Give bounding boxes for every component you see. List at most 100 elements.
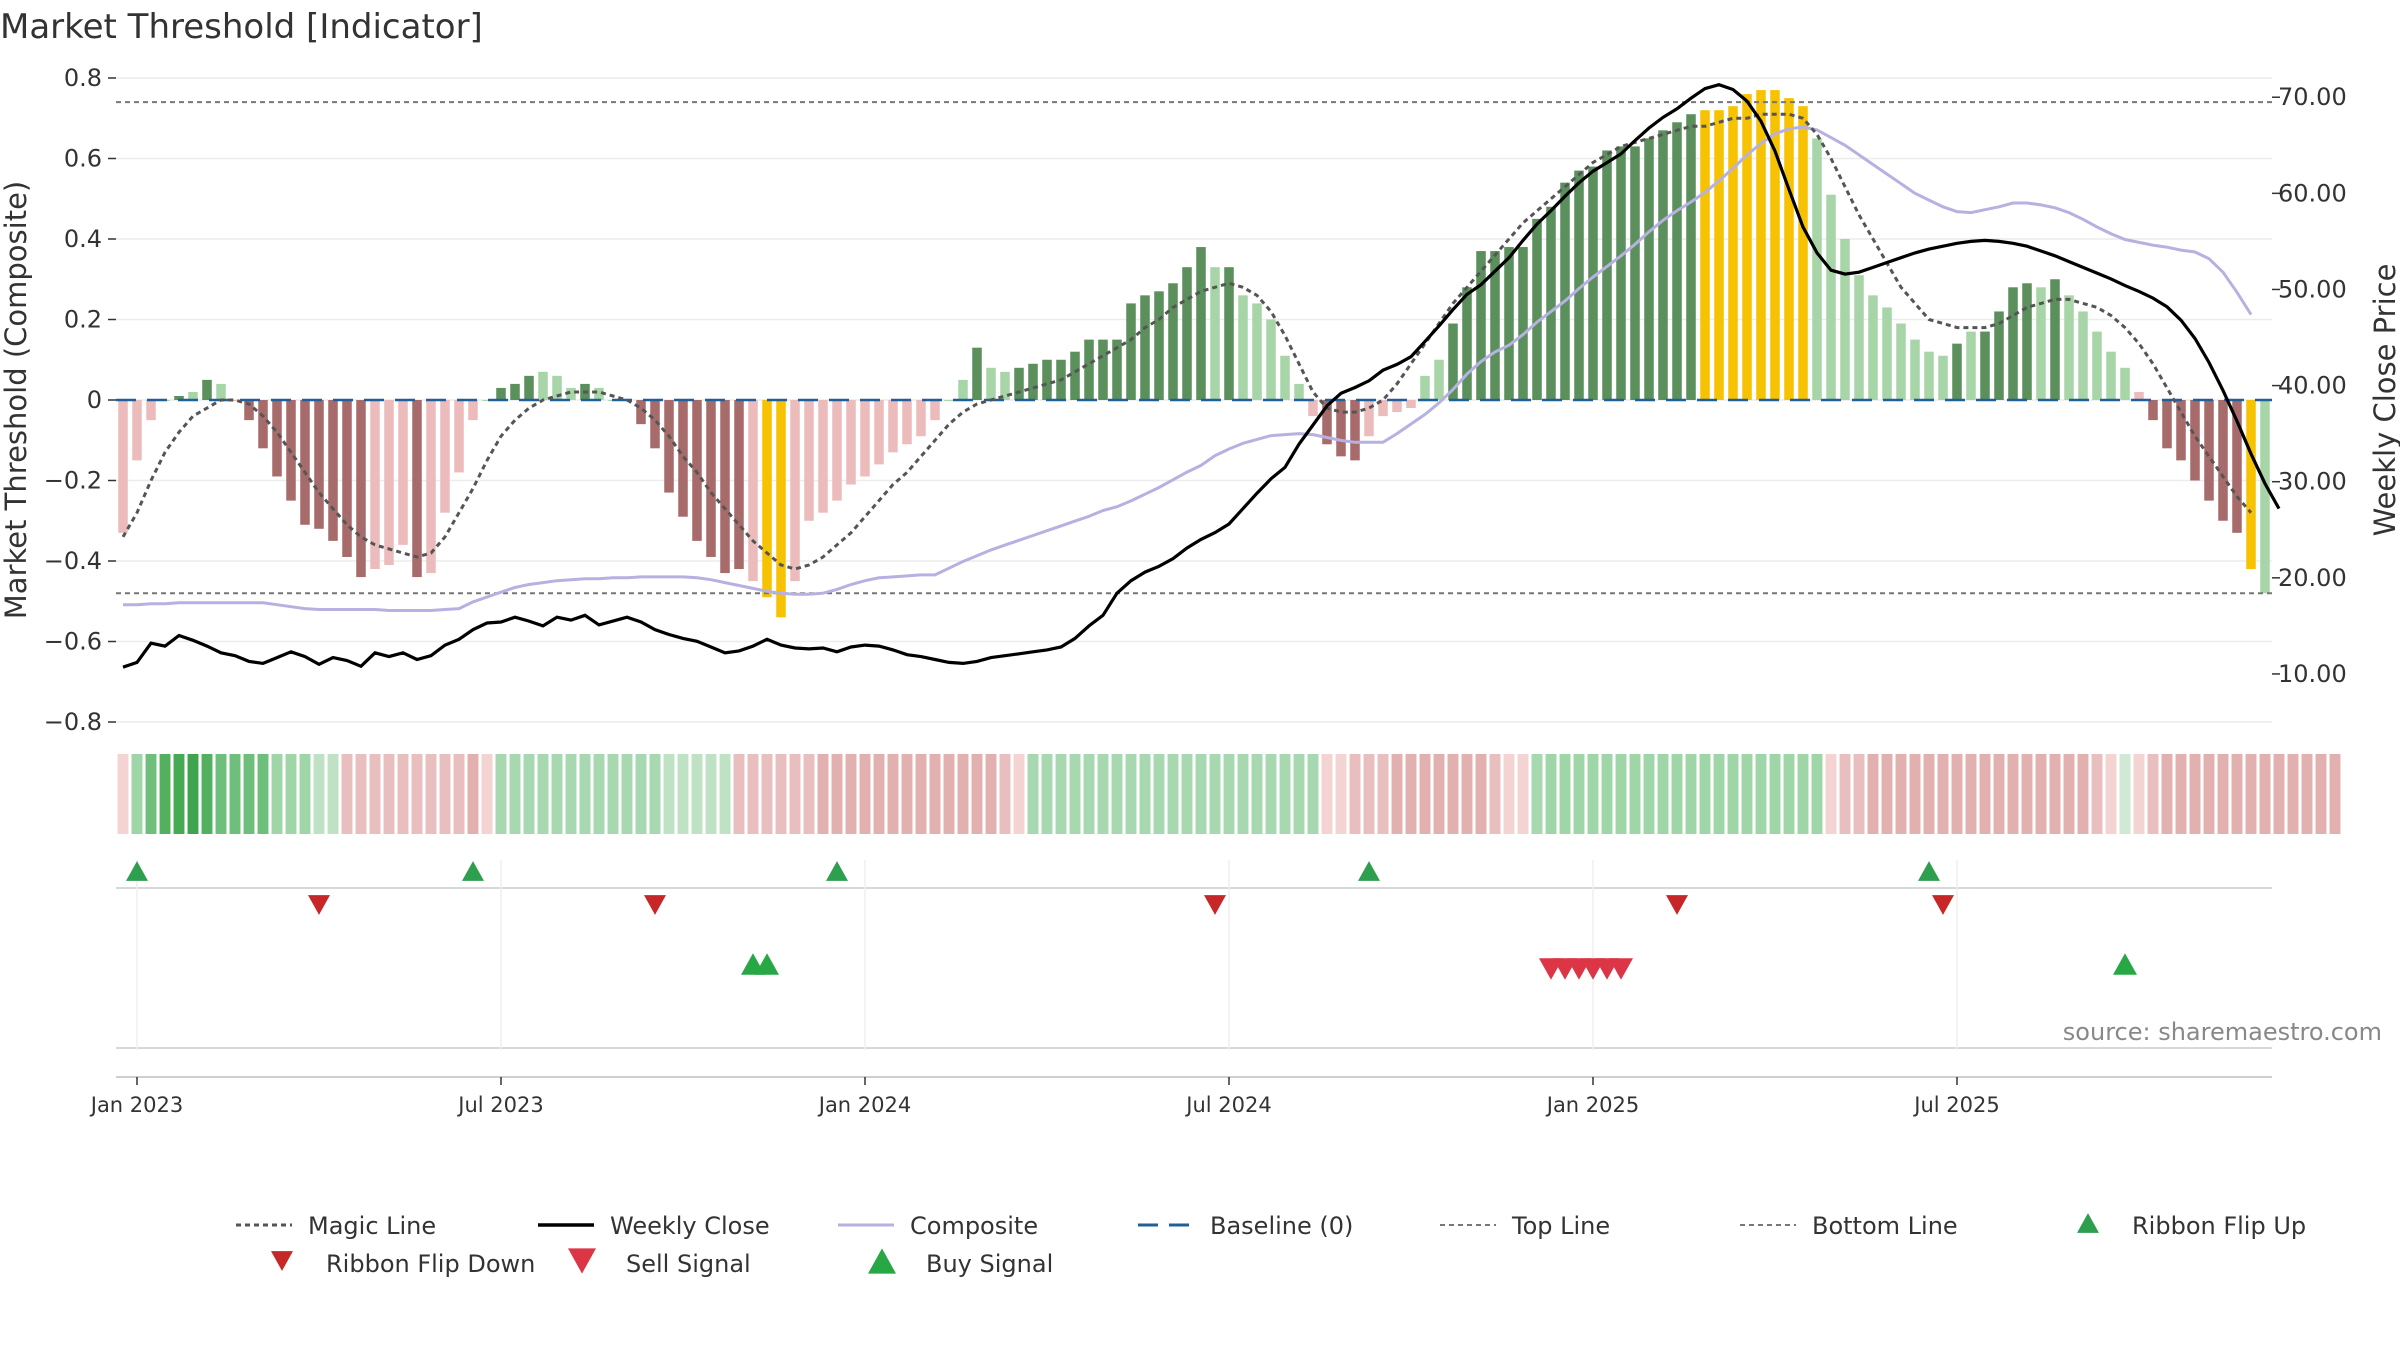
composite-bar xyxy=(1952,343,1962,400)
composite-bar xyxy=(384,400,394,566)
composite-bar xyxy=(188,391,198,400)
ribbon-cell xyxy=(2259,754,2271,834)
ribbon-cell xyxy=(663,754,675,834)
ribbon-cell xyxy=(327,754,339,834)
composite-bar xyxy=(370,400,380,570)
ribbon-cell xyxy=(243,754,255,834)
legend-label: Buy Signal xyxy=(926,1250,1053,1278)
legend-label: Baseline (0) xyxy=(1210,1212,1353,1240)
composite-bar xyxy=(1574,170,1584,400)
ribbon-cell xyxy=(1027,754,1039,834)
composite-bar xyxy=(1672,122,1682,401)
ribbon-cell xyxy=(747,754,759,834)
composite-bar xyxy=(2106,351,2116,400)
ribbon-cell xyxy=(411,754,423,834)
y-right-tick-label: 50.00 xyxy=(2278,275,2347,303)
composite-bar xyxy=(2092,331,2102,400)
ribbon-cell xyxy=(495,754,507,834)
ribbon-cell xyxy=(887,754,899,834)
ribbon-cell xyxy=(187,754,199,834)
composite-bar xyxy=(762,400,772,598)
ribbon-cell xyxy=(2231,754,2243,834)
ribbon-cell xyxy=(607,754,619,834)
ribbon-cell xyxy=(2315,754,2327,834)
ribbon-cell xyxy=(1811,754,1823,834)
composite-bar xyxy=(342,400,352,557)
buy-signal-marker xyxy=(755,953,779,975)
ribbon-cell xyxy=(1517,754,1529,834)
ribbon-cell xyxy=(173,754,185,834)
composite-bar xyxy=(2134,391,2144,400)
series-lines xyxy=(116,83,2281,669)
composite-bar xyxy=(902,400,912,445)
ribbon-cell xyxy=(957,754,969,834)
composite-bar xyxy=(1476,251,1486,400)
composite-bar xyxy=(958,379,968,400)
y-left-tick-label: −0.6 xyxy=(44,628,102,656)
ribbon-cell xyxy=(2077,754,2089,834)
composite-bar xyxy=(874,400,884,465)
ribbon-cell xyxy=(1853,754,1865,834)
ribbon-cell xyxy=(2161,754,2173,834)
composite-bar xyxy=(1728,106,1738,401)
composite-bar xyxy=(1210,267,1220,400)
ribbon-cell xyxy=(2217,754,2229,834)
ribbon-cell xyxy=(1797,754,1809,834)
ribbon-cell xyxy=(257,754,269,834)
composite-bar xyxy=(2036,287,2046,400)
ribbon-cell xyxy=(1419,754,1431,834)
ribbon-cell xyxy=(1587,754,1599,834)
ribbon-cell xyxy=(1391,754,1403,834)
ribbon-cell xyxy=(1055,754,1067,834)
ribbon-cell xyxy=(1153,754,1165,834)
ribbon-cell xyxy=(1531,754,1543,834)
composite-bar xyxy=(944,400,954,401)
ribbon-cell xyxy=(915,754,927,834)
composite-bar xyxy=(1854,275,1864,400)
composite-bar xyxy=(1420,375,1430,400)
ribbon-cell xyxy=(621,754,633,834)
ribbon-cell xyxy=(579,754,591,834)
ribbon-cell xyxy=(2147,754,2159,834)
composite-bar xyxy=(734,400,744,570)
ribbon-cell xyxy=(2287,754,2299,834)
ribbon-cell xyxy=(1097,754,1109,834)
composite-bar xyxy=(174,395,184,400)
composite-bar xyxy=(538,371,548,400)
y-left-tick-label: 0.2 xyxy=(64,306,102,334)
ribbon-cell xyxy=(1937,754,1949,834)
composite-bar xyxy=(2190,400,2200,481)
ribbon-cell xyxy=(1601,754,1613,834)
composite-bar xyxy=(2148,400,2158,421)
composite-bar xyxy=(776,400,786,618)
ribbon-cell xyxy=(789,754,801,834)
legend-label: Weekly Close xyxy=(610,1212,770,1240)
ribbon-cell xyxy=(691,754,703,834)
ribbon-cell xyxy=(1755,754,1767,834)
ribbon-flip-down-marker xyxy=(308,895,330,915)
ribbon-cell xyxy=(2035,754,2047,834)
composite-bar xyxy=(258,400,268,449)
ribbon-cell xyxy=(117,754,129,834)
legend-swatch-sell xyxy=(568,1248,596,1274)
ribbon-cell xyxy=(299,754,311,834)
composite-bar xyxy=(790,400,800,582)
composite-bar xyxy=(230,400,240,401)
y-left-tick-label: −0.4 xyxy=(44,547,102,575)
composite-bar xyxy=(1126,303,1136,400)
composite-bar xyxy=(1084,339,1094,400)
ribbon-cell xyxy=(1181,754,1193,834)
ribbon-cell xyxy=(2329,754,2341,834)
y-left-tick-label: −0.8 xyxy=(44,708,102,736)
legend-swatch-flipdown xyxy=(271,1251,293,1271)
composite-bar xyxy=(1406,400,1416,409)
composite-bar xyxy=(972,347,982,400)
composite-bar xyxy=(2162,400,2172,449)
ribbon-cell xyxy=(1783,754,1795,834)
composite-bar xyxy=(1196,247,1206,400)
ribbon-cell xyxy=(201,754,213,834)
composite-bar xyxy=(2218,400,2228,521)
ribbon-cell xyxy=(1713,754,1725,834)
ribbon-cell xyxy=(1923,754,1935,834)
